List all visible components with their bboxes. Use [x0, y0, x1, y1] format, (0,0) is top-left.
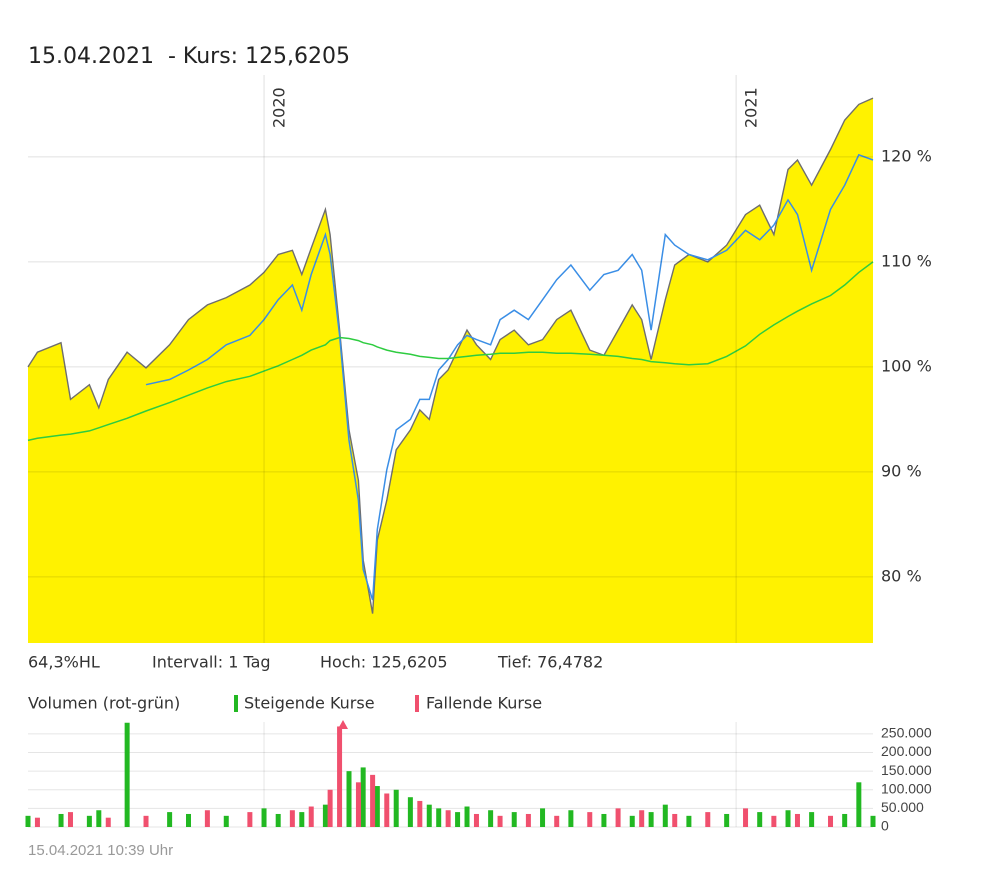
volume-bar — [615, 808, 621, 827]
volume-bar — [842, 813, 848, 827]
volume-bar — [686, 815, 692, 827]
volume-bar — [771, 815, 777, 827]
y-tick-label: 90 % — [881, 461, 922, 480]
volume-bar — [355, 782, 361, 827]
y-tick-label: 150.000 — [881, 762, 932, 778]
volume-bar — [587, 812, 593, 827]
volume-bar — [870, 815, 876, 827]
volume-bar — [67, 812, 73, 827]
footer: 15.04.2021 10:39 Uhr — [28, 842, 173, 859]
volume-bar — [856, 782, 862, 827]
legend-swatch — [415, 695, 419, 712]
volume-bar — [25, 815, 31, 827]
volume-bar — [370, 774, 376, 827]
volume-bar — [223, 815, 229, 827]
legend-label: Fallende Kurse — [426, 694, 542, 713]
volume-bar — [724, 813, 730, 827]
series-line — [27, 261, 874, 442]
x-tick-label: 2020 — [270, 87, 289, 128]
volume-bar — [34, 817, 40, 827]
stat-label: 64,3%HL — [28, 653, 100, 672]
volume-bar — [393, 789, 399, 827]
volume-bar — [601, 813, 607, 827]
volume-bar — [662, 804, 668, 827]
volume-bar — [743, 808, 749, 827]
volume-bar — [464, 806, 470, 827]
legend-swatch — [234, 695, 238, 712]
volume-bar — [554, 815, 560, 827]
volume-bar — [436, 808, 442, 827]
volume-bar — [337, 726, 343, 827]
y-tick-label: 0 — [881, 818, 889, 834]
volume-bar — [639, 810, 645, 827]
volume-bar — [143, 815, 149, 827]
volume-bar — [568, 810, 574, 827]
stat-label: Intervall: 1 Tag — [152, 653, 271, 672]
volume-bar — [407, 797, 413, 827]
volume-bar — [204, 810, 210, 827]
stat-label: Hoch: 125,6205 — [320, 653, 448, 672]
price-area — [28, 98, 873, 644]
volume-bar — [417, 800, 423, 827]
volume-bar — [705, 812, 711, 827]
y-tick-label: 100.000 — [881, 780, 932, 796]
volume-bar — [289, 810, 295, 827]
volume-bar — [247, 812, 253, 827]
y-tick-label: 110 % — [881, 251, 932, 270]
volume-bar — [275, 813, 281, 827]
volume-bar — [511, 812, 517, 827]
volume-bar — [672, 813, 678, 827]
volume-bar — [794, 813, 800, 827]
volume-bar — [261, 808, 267, 827]
volume-bar — [629, 815, 635, 827]
volume-bar — [473, 813, 479, 827]
volume-bar — [96, 810, 102, 827]
volume-bar — [167, 812, 173, 827]
volume-bar — [86, 815, 92, 827]
volume-bar — [648, 812, 654, 827]
volume-bar — [828, 815, 834, 827]
volume-bar — [525, 813, 531, 827]
volume-bar — [124, 722, 130, 827]
volume-bar — [360, 767, 366, 827]
volume-bar — [497, 815, 503, 827]
volume-bar — [445, 810, 451, 827]
volume-bar — [426, 804, 432, 827]
volume-bar — [346, 771, 352, 827]
series-line — [145, 153, 874, 601]
chart-title: 15.04.2021 - Kurs: 125,6205 — [28, 44, 350, 69]
volume-bar — [308, 806, 314, 827]
volume-bar — [785, 810, 791, 827]
y-tick-label: 50.000 — [881, 799, 924, 815]
y-tick-label: 100 % — [881, 356, 932, 375]
y-tick-label: 80 % — [881, 566, 922, 585]
y-tick-label: 200.000 — [881, 743, 932, 759]
stat-label: Tief: 76,4782 — [497, 653, 603, 672]
x-tick-label: 2021 — [742, 87, 761, 128]
y-tick-label: 120 % — [881, 146, 932, 165]
volume-bar — [488, 810, 494, 827]
volume-bar — [384, 793, 390, 827]
volume-title: Volumen (rot-grün) — [28, 694, 180, 713]
volume-bar — [455, 812, 461, 827]
volume-bar — [186, 813, 192, 827]
volume-bar — [809, 812, 815, 827]
volume-bar — [374, 786, 380, 827]
volume-bar — [105, 817, 111, 827]
volume-bar — [757, 812, 763, 827]
legend-label: Steigende Kurse — [244, 694, 375, 713]
volume-bar — [58, 813, 64, 827]
volume-bar — [540, 808, 546, 827]
y-tick-label: 250.000 — [881, 725, 932, 741]
volume-bar — [322, 804, 328, 827]
volume-bar — [299, 812, 305, 827]
volume-bar — [327, 789, 333, 827]
